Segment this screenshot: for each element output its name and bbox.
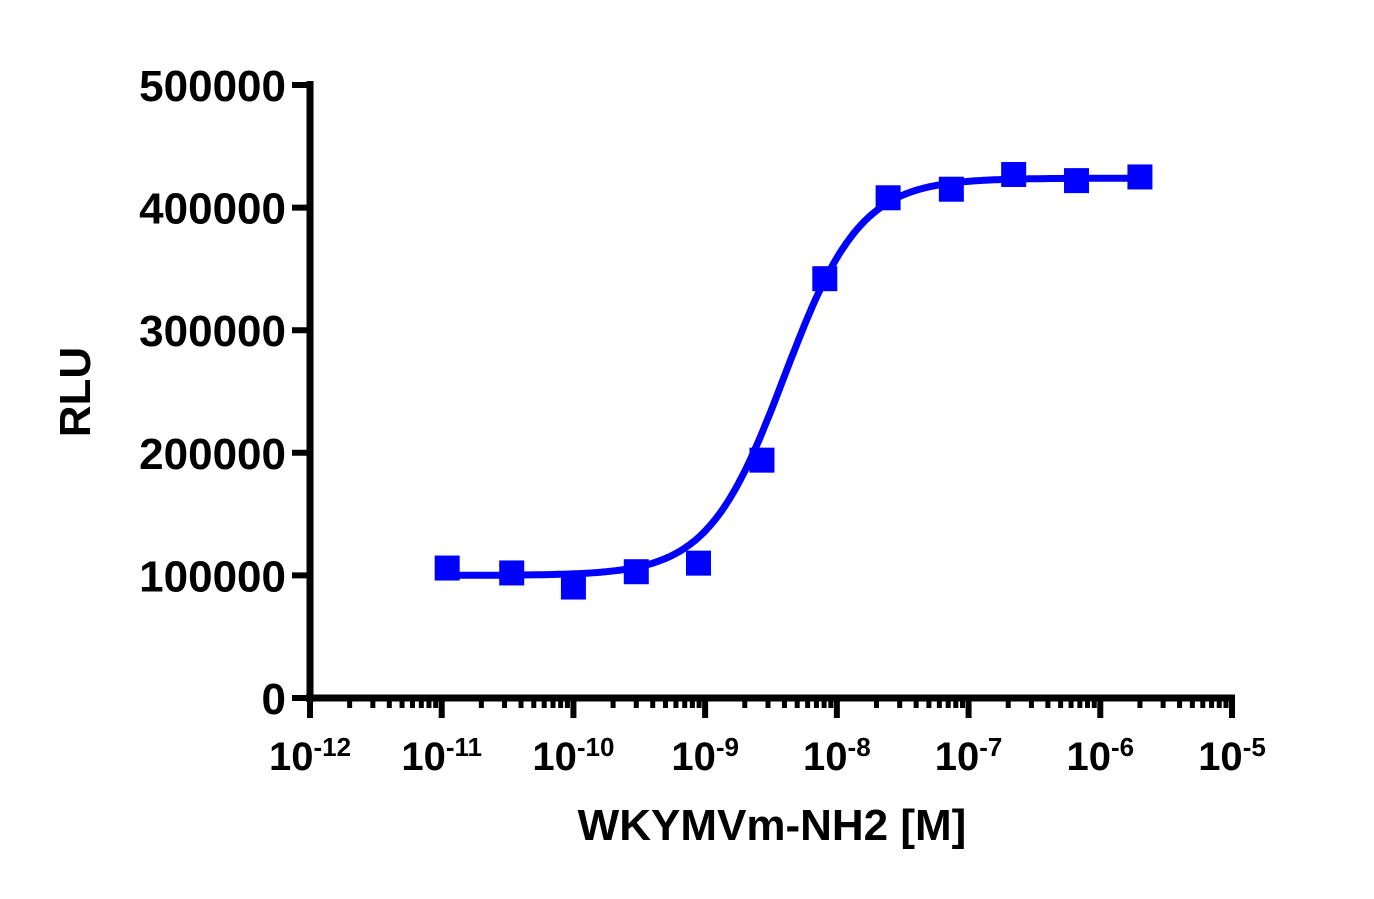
data-point-marker <box>749 447 775 473</box>
y-tick-label: 200000 <box>139 430 286 479</box>
y-tick-label: 500000 <box>139 62 286 111</box>
x-axis: 10-12 10-11 10-10 10-9 10-8 10-7 10-6 10-5 <box>269 694 1266 779</box>
data-point-marker <box>434 555 460 581</box>
data-points <box>434 161 1153 600</box>
data-point-marker <box>812 266 838 292</box>
data-point-marker <box>499 560 525 586</box>
x-tick-label: 10-9 <box>671 732 739 779</box>
x-tick-label: 10-7 <box>935 732 1003 779</box>
x-tick-label: 10-11 <box>401 732 482 779</box>
data-point-marker <box>623 559 649 585</box>
data-point-marker <box>560 574 586 600</box>
fit-curve <box>446 174 1142 579</box>
x-tick-label: 10-12 <box>269 732 351 779</box>
y-tick-label: 100000 <box>139 552 286 601</box>
x-tick-label: 10-6 <box>1066 732 1134 779</box>
data-point-marker <box>1064 168 1090 194</box>
x-tick-label: 10-8 <box>803 732 871 779</box>
y-axis: 0 100000 200000 300000 400000 500000 <box>139 62 314 724</box>
data-point-marker <box>685 550 711 576</box>
y-tick-label: 400000 <box>139 185 286 234</box>
x-tick-label: 10-5 <box>1198 732 1266 779</box>
x-tick-label: 10-10 <box>532 732 614 779</box>
data-point-marker <box>875 185 901 211</box>
data-point-marker <box>1001 161 1027 187</box>
data-point-marker <box>938 176 964 202</box>
x-axis-label: WKYMVm-NH2 [M] <box>578 801 967 850</box>
y-tick-label: 0 <box>262 675 286 724</box>
y-axis-label: RLU <box>51 347 100 437</box>
data-point-marker <box>1127 164 1153 190</box>
y-tick-label: 300000 <box>139 307 286 356</box>
